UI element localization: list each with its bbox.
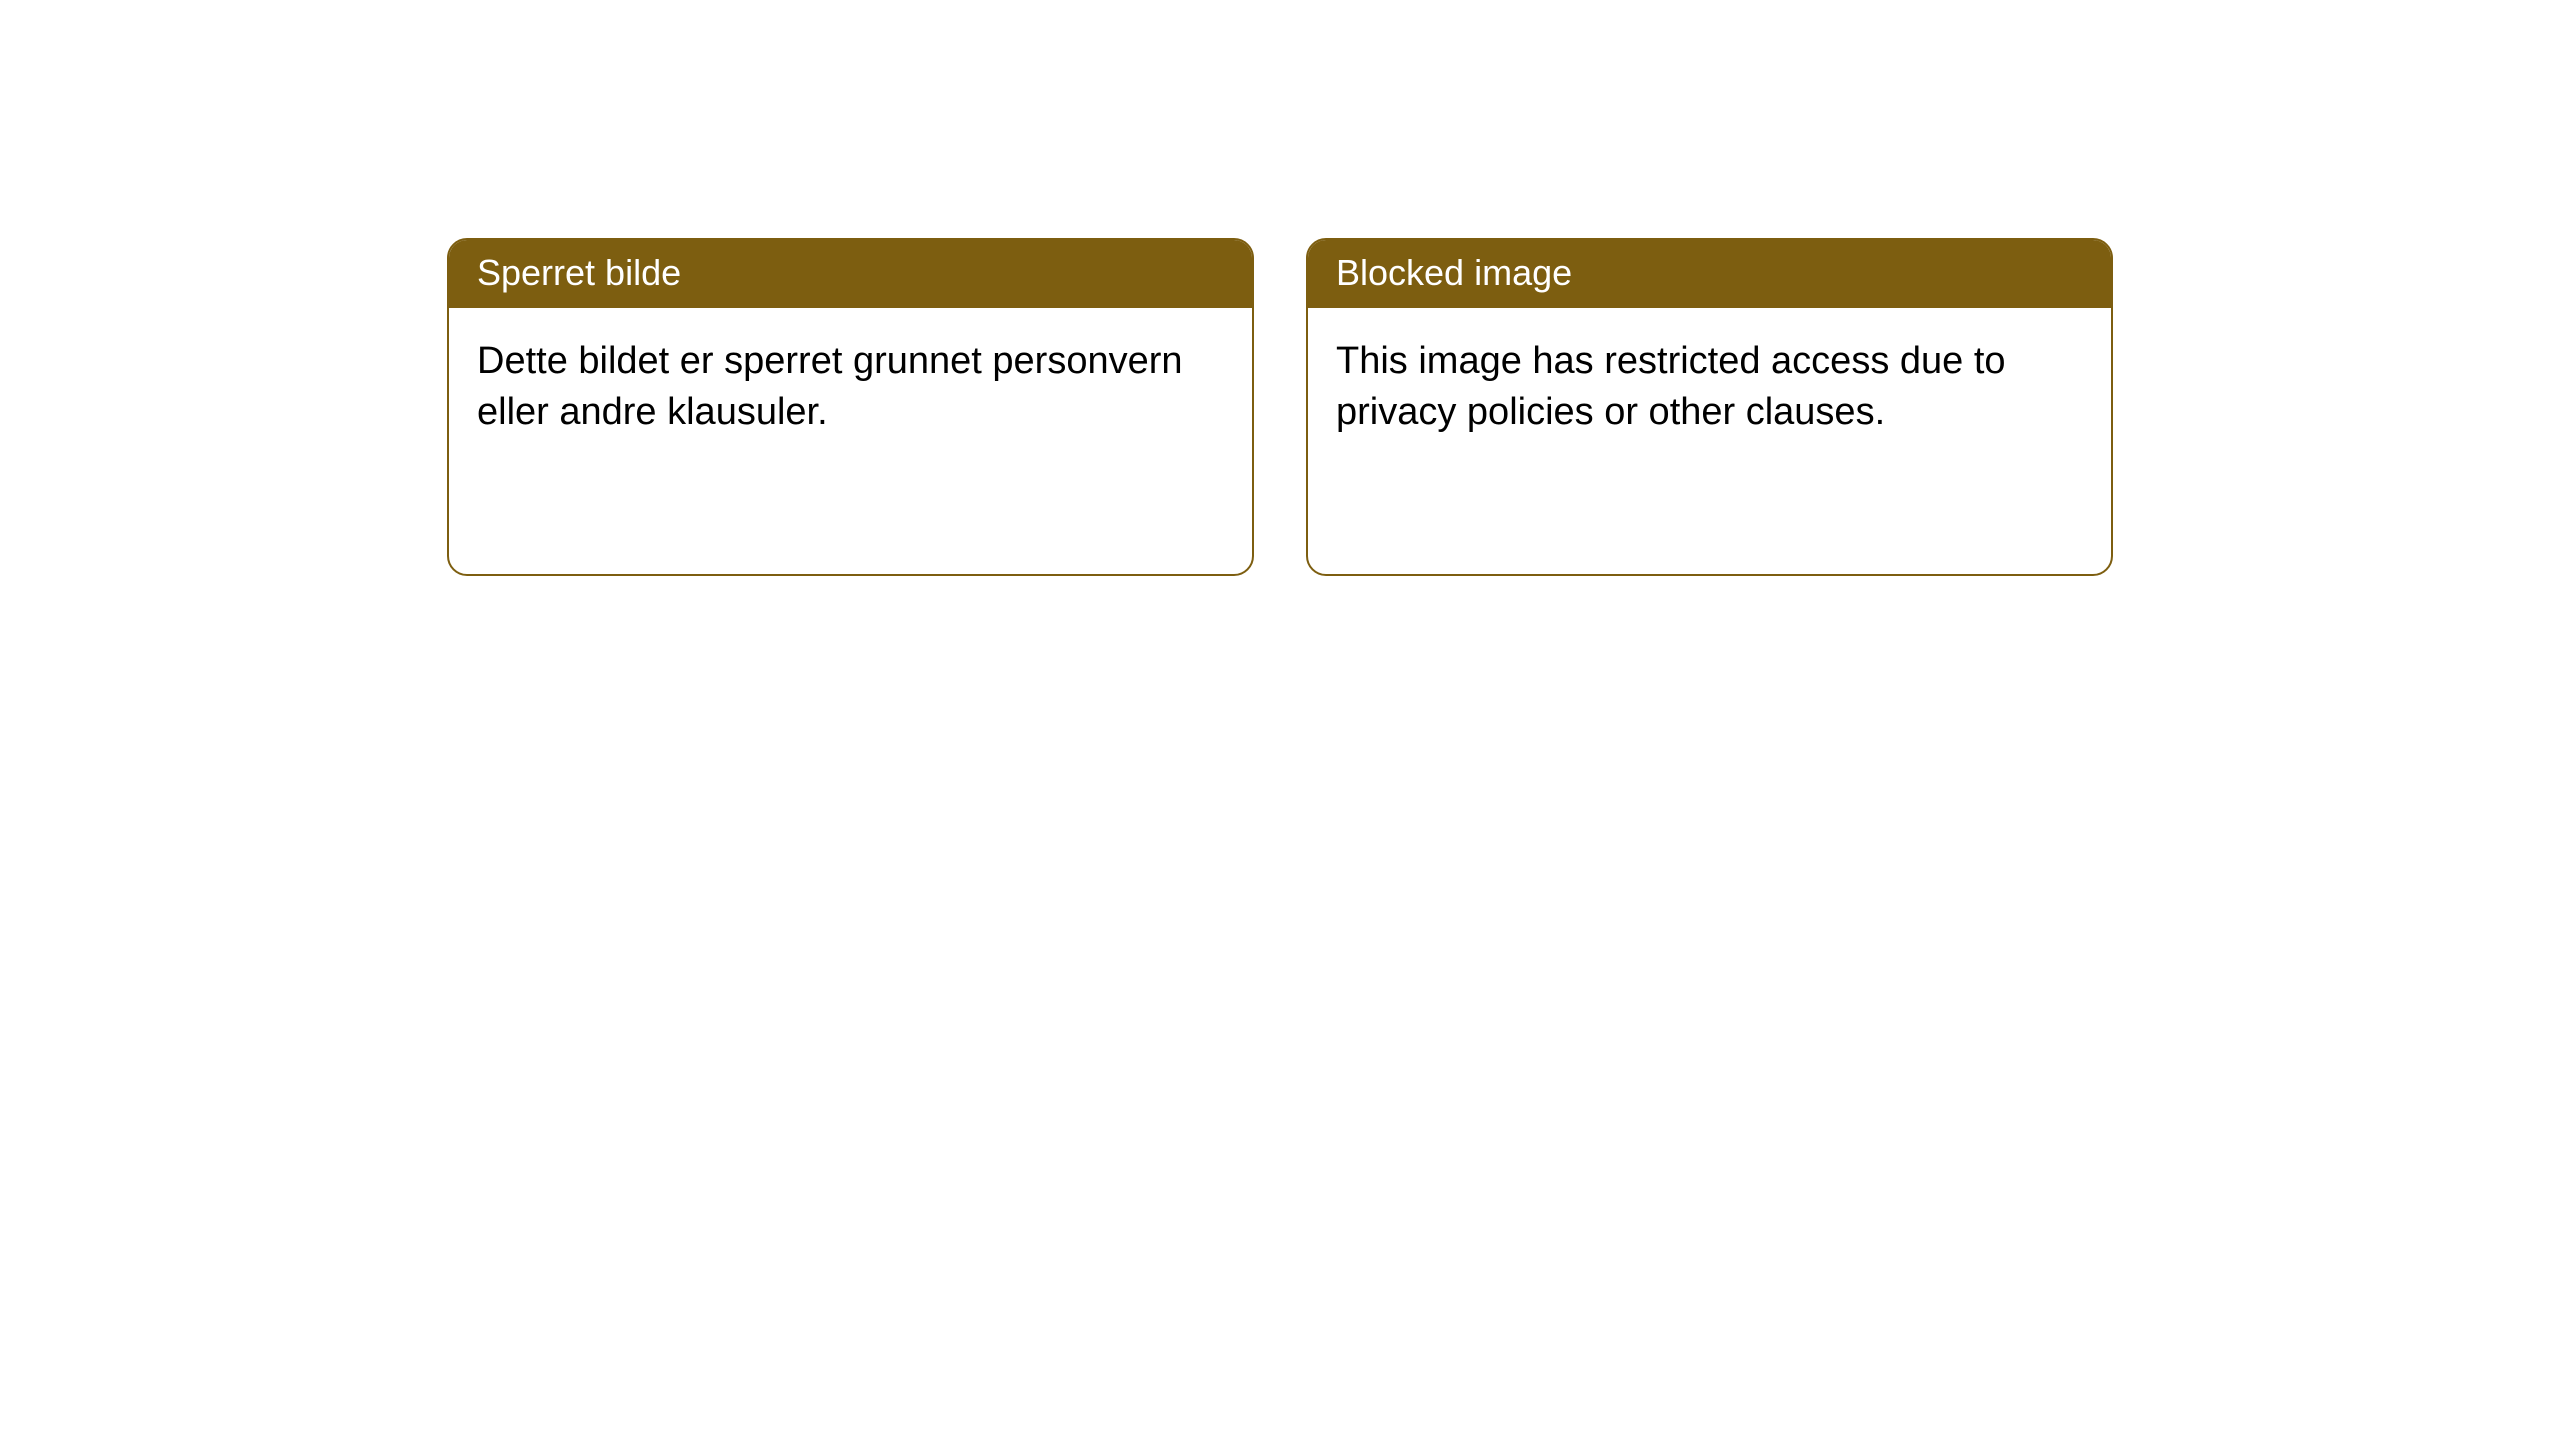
card-body-en: This image has restricted access due to …	[1308, 308, 2111, 467]
cards-container: Sperret bilde Dette bildet er sperret gr…	[447, 238, 2113, 576]
card-title-en: Blocked image	[1336, 252, 1572, 293]
card-header-en: Blocked image	[1308, 240, 2111, 308]
card-title-no: Sperret bilde	[477, 252, 681, 293]
card-header-no: Sperret bilde	[449, 240, 1252, 308]
card-body-text-no: Dette bildet er sperret grunnet personve…	[477, 340, 1183, 433]
card-body-text-en: This image has restricted access due to …	[1336, 340, 2006, 433]
card-body-no: Dette bildet er sperret grunnet personve…	[449, 308, 1252, 467]
card-blocked-image-no: Sperret bilde Dette bildet er sperret gr…	[447, 238, 1254, 576]
card-blocked-image-en: Blocked image This image has restricted …	[1306, 238, 2113, 576]
